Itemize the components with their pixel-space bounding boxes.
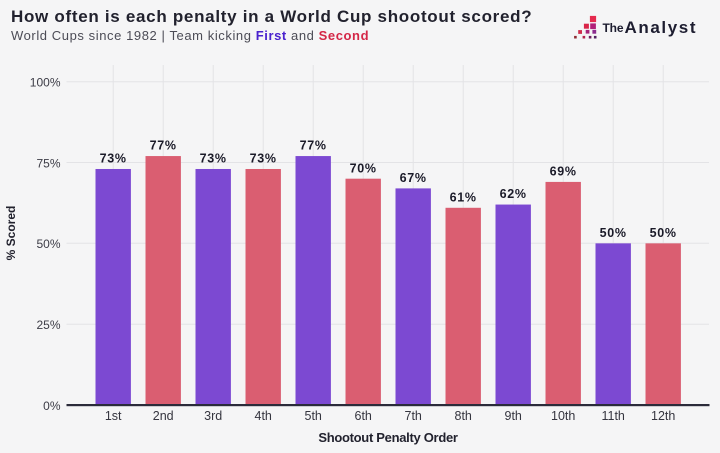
svg-text:50%: 50% [650,226,677,240]
svg-text:77%: 77% [300,139,327,153]
svg-text:2nd: 2nd [153,409,174,423]
svg-text:8th: 8th [455,409,472,423]
svg-text:77%: 77% [150,139,177,153]
svg-text:0%: 0% [43,399,61,413]
svg-text:62%: 62% [500,187,527,201]
svg-text:5th: 5th [305,409,322,423]
svg-text:67%: 67% [400,171,427,185]
svg-text:73%: 73% [100,152,127,166]
svg-text:7th: 7th [405,409,422,423]
svg-text:9th: 9th [505,409,522,423]
svg-text:50%: 50% [600,226,627,240]
svg-text:61%: 61% [450,190,477,204]
svg-text:6th: 6th [355,409,372,423]
svg-text:12th: 12th [651,409,675,423]
svg-text:73%: 73% [200,152,227,166]
svg-text:50%: 50% [36,237,60,251]
svg-text:70%: 70% [350,161,377,175]
svg-text:73%: 73% [250,152,277,166]
svg-text:69%: 69% [550,165,577,179]
svg-text:11th: 11th [601,409,624,423]
svg-text:100%: 100% [30,76,61,90]
svg-text:Shootout Penalty Order: Shootout Penalty Order [318,430,458,445]
svg-text:% Scored: % Scored [4,206,18,261]
svg-text:10th: 10th [551,409,575,423]
svg-text:4th: 4th [255,409,272,423]
svg-text:25%: 25% [36,318,60,332]
svg-text:1st: 1st [105,409,122,423]
svg-text:3rd: 3rd [204,409,222,423]
svg-text:75%: 75% [36,156,60,170]
